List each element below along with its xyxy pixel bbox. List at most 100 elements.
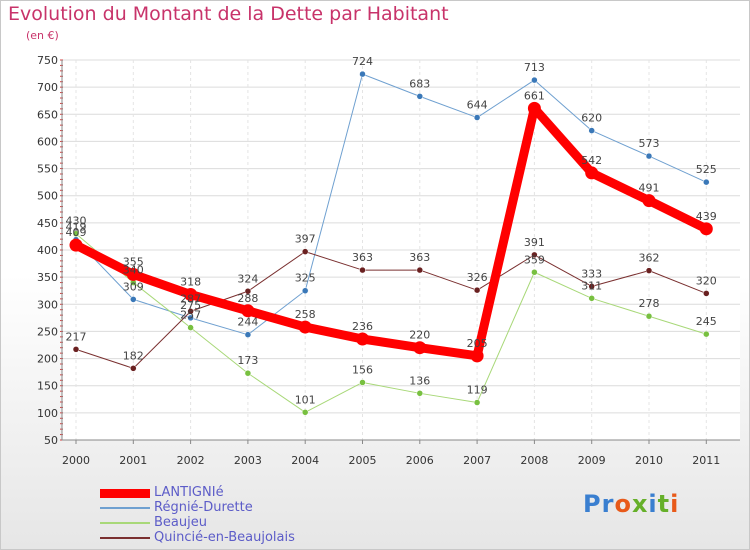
data-label: 683 (409, 77, 430, 90)
data-point (470, 349, 484, 363)
data-point (588, 283, 595, 290)
data-label: 644 (467, 99, 488, 112)
y-tick-label: 200 (37, 353, 58, 366)
data-point (703, 178, 710, 186)
data-point (531, 251, 538, 259)
y-tick-label: 150 (37, 380, 58, 393)
data-label: 491 (639, 182, 660, 195)
data-label: 275 (180, 299, 201, 312)
y-tick-label: 300 (37, 298, 58, 311)
data-label: 287 (180, 292, 201, 305)
data-point (642, 194, 656, 208)
x-tick-label: 2011 (692, 454, 720, 467)
chart-subtitle: (en €) (26, 29, 59, 42)
data-point (416, 93, 424, 100)
y-tick-label: 500 (37, 190, 58, 203)
legend-swatch (100, 507, 150, 509)
data-label: 439 (696, 210, 717, 223)
data-point (585, 166, 599, 180)
y-tick-label: 650 (37, 108, 58, 121)
data-point (244, 369, 252, 377)
data-label: 136 (409, 374, 430, 387)
data-point (531, 269, 538, 276)
y-tick-label: 250 (37, 325, 58, 338)
x-tick-label: 2007 (463, 454, 491, 467)
data-point (588, 127, 595, 134)
x-tick-label: 2006 (406, 454, 434, 467)
data-label: 320 (696, 274, 717, 287)
series-line-3 (75, 251, 707, 369)
legend-label: LANTIGNIé (154, 485, 224, 500)
data-label: 182 (123, 349, 144, 362)
x-tick-label: 2002 (177, 454, 205, 467)
data-label: 391 (524, 236, 545, 249)
data-label: 419 (66, 221, 87, 234)
data-label: 362 (639, 252, 660, 265)
legend-label: Quincié-en-Beaujolais (154, 530, 295, 545)
data-label: 430 (66, 215, 87, 228)
data-point (72, 346, 80, 353)
data-point (473, 399, 481, 406)
data-point (244, 288, 252, 295)
x-tick-label: 2010 (635, 454, 663, 467)
data-point (645, 312, 653, 320)
data-label: 236 (352, 320, 373, 333)
y-tick-label: 350 (37, 271, 58, 284)
data-point (241, 304, 255, 318)
data-label: 542 (581, 154, 602, 167)
data-label: 217 (66, 330, 87, 343)
data-point (645, 267, 653, 274)
data-label: 205 (467, 337, 488, 350)
data-label: 101 (295, 393, 316, 406)
data-point (588, 295, 595, 302)
data-point (130, 365, 137, 372)
data-label: 288 (237, 292, 258, 305)
series-line-0 (71, 103, 711, 361)
data-label: 258 (295, 308, 316, 321)
data-label: 359 (524, 253, 545, 266)
data-point (531, 76, 538, 84)
data-point (645, 152, 653, 160)
data-point (416, 390, 424, 397)
proxiti-logo: Proxiti (583, 490, 680, 518)
data-point (699, 222, 713, 236)
data-point (244, 331, 252, 338)
data-label: 661 (524, 89, 545, 102)
x-tick-label: 2003 (234, 454, 262, 467)
data-label: 363 (409, 251, 430, 264)
data-point (69, 238, 83, 252)
data-point (473, 114, 481, 121)
x-tick-label: 2008 (520, 454, 548, 467)
data-label: 325 (295, 272, 316, 285)
data-point (359, 70, 366, 78)
data-point (187, 308, 194, 315)
data-label: 573 (639, 137, 660, 150)
data-point (413, 341, 427, 355)
data-point (416, 266, 424, 274)
series-line-2 (75, 233, 707, 413)
y-tick-label: 750 (37, 54, 58, 67)
data-label: 525 (696, 163, 717, 176)
legend-label: Beaujeu (154, 515, 207, 530)
data-point (473, 286, 481, 294)
data-label: 119 (467, 384, 488, 397)
data-label: 173 (237, 354, 258, 367)
data-point (527, 101, 541, 115)
x-tick-label: 2000 (62, 454, 90, 467)
y-tick-label: 450 (37, 217, 58, 230)
data-point (703, 330, 710, 338)
data-label: 278 (639, 297, 660, 310)
data-label: 620 (581, 112, 602, 125)
data-point (187, 324, 194, 331)
data-label: 318 (180, 276, 201, 289)
data-point (301, 409, 309, 416)
data-label: 340 (123, 264, 144, 277)
data-label: 220 (409, 329, 430, 342)
data-label: 257 (180, 309, 201, 322)
data-point (130, 296, 137, 303)
data-label: 409 (66, 226, 87, 239)
data-point (359, 379, 366, 386)
data-point (184, 288, 198, 302)
data-label: 326 (467, 271, 488, 284)
